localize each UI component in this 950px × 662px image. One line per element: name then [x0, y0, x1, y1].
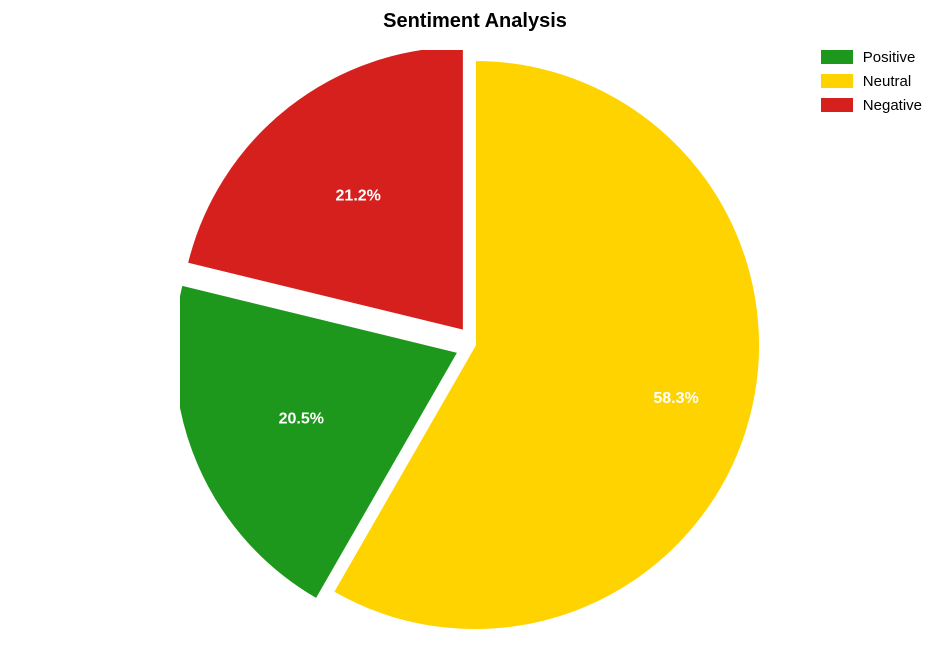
legend-item-positive: Positive — [821, 48, 922, 66]
slice-label-neutral: 58.3% — [653, 390, 698, 407]
legend-item-neutral: Neutral — [821, 72, 922, 90]
legend-item-negative: Negative — [821, 96, 922, 114]
legend-swatch — [821, 98, 853, 112]
pie-slice-negative — [187, 50, 464, 331]
legend-label: Positive — [863, 49, 916, 66]
slice-label-positive: 20.5% — [279, 411, 324, 428]
legend-swatch — [821, 74, 853, 88]
legend-swatch — [821, 50, 853, 64]
pie-chart: 58.3% 20.5% 21.2% — [180, 50, 770, 640]
chart-title: Sentiment Analysis — [0, 10, 950, 33]
legend: Positive Neutral Negative — [821, 48, 922, 120]
slice-label-negative: 21.2% — [336, 188, 381, 205]
legend-label: Negative — [863, 97, 922, 114]
legend-label: Neutral — [863, 73, 911, 90]
